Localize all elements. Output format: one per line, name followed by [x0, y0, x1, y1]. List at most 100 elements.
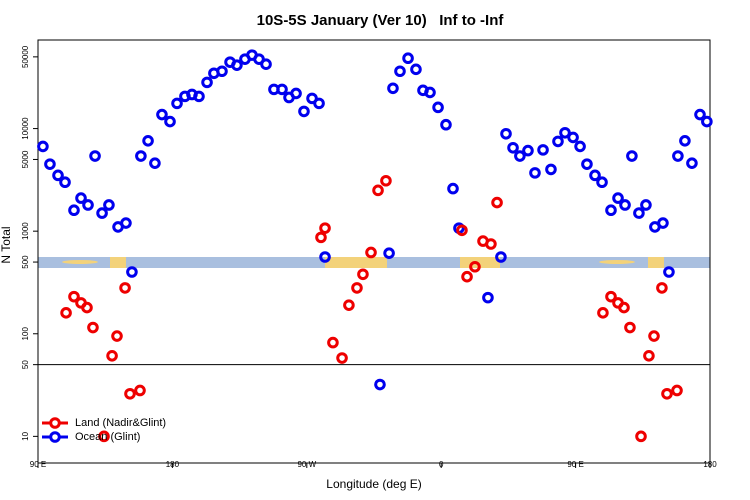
point — [701, 115, 713, 128]
point — [126, 266, 138, 278]
x-tick-label: 90 E — [567, 460, 583, 469]
legend-label: Land (Nadir&Glint) — [75, 417, 166, 429]
point — [529, 167, 541, 179]
point — [119, 282, 131, 294]
point — [171, 97, 183, 110]
point — [619, 199, 631, 211]
y-tick-label: 100 — [21, 327, 30, 341]
point — [276, 83, 288, 96]
point — [626, 150, 638, 162]
point — [633, 207, 645, 219]
point — [694, 108, 706, 121]
point — [605, 290, 617, 303]
point — [98, 430, 110, 443]
point — [134, 384, 146, 397]
point — [357, 268, 369, 281]
point — [605, 204, 617, 217]
point — [96, 207, 108, 219]
point — [552, 135, 564, 148]
point — [89, 150, 101, 162]
point — [581, 158, 593, 170]
point — [537, 144, 549, 156]
point — [424, 86, 436, 99]
point — [149, 157, 161, 169]
point — [59, 176, 71, 189]
point — [686, 157, 698, 169]
point — [574, 140, 586, 153]
legend-marker — [49, 417, 61, 429]
point — [672, 150, 684, 162]
point — [120, 217, 132, 229]
point — [60, 307, 72, 319]
x-tick-label: 90 E — [30, 460, 46, 469]
point — [37, 140, 49, 153]
point — [679, 135, 691, 147]
point — [201, 76, 213, 89]
point — [447, 182, 459, 195]
point — [643, 349, 655, 362]
point — [216, 65, 228, 78]
chart-title: 10S-5S January (Ver 10) Inf to -Inf — [257, 12, 505, 29]
y-tick-label: 1000 — [21, 222, 30, 240]
point — [522, 144, 534, 157]
point — [68, 204, 80, 217]
x-tick-label: 180 — [703, 460, 717, 469]
point — [68, 290, 80, 303]
point — [87, 321, 99, 334]
point — [52, 169, 64, 182]
point — [567, 131, 579, 144]
point — [640, 199, 652, 211]
point — [485, 238, 497, 250]
legend-marker — [49, 431, 61, 443]
point — [589, 169, 601, 182]
point — [612, 192, 624, 204]
y-axis-label: N Total — [0, 226, 13, 263]
point — [491, 196, 503, 209]
point — [372, 184, 384, 197]
point — [507, 141, 519, 154]
point — [313, 97, 325, 110]
point — [142, 135, 154, 147]
point — [596, 176, 608, 189]
point — [111, 330, 123, 342]
point — [500, 127, 512, 140]
point — [44, 158, 56, 170]
point — [319, 222, 331, 234]
point — [135, 150, 147, 162]
point — [164, 115, 176, 128]
point — [103, 199, 115, 211]
plot-frame — [37, 39, 711, 464]
point — [290, 87, 302, 100]
point — [461, 270, 473, 283]
point — [82, 199, 94, 211]
x-tick-label: 90 W — [297, 460, 316, 469]
point — [193, 90, 205, 103]
point — [624, 321, 636, 334]
point — [231, 59, 243, 71]
point — [260, 58, 272, 71]
point — [482, 291, 494, 304]
point — [387, 82, 399, 95]
y-tick-label: 5000 — [21, 150, 30, 168]
point — [374, 378, 386, 391]
x-axis-label: Longitude (deg E) — [326, 477, 421, 491]
point — [81, 301, 93, 314]
point — [336, 352, 348, 364]
point — [351, 282, 363, 294]
point — [327, 336, 339, 349]
y-tick-label: 50 — [21, 360, 30, 369]
point — [440, 118, 452, 131]
point — [106, 349, 118, 362]
point — [545, 163, 557, 176]
point — [456, 224, 468, 237]
y-tick-label: 10 — [21, 431, 30, 440]
point — [394, 65, 406, 78]
point — [648, 330, 660, 342]
map-strip — [38, 257, 710, 268]
point — [315, 231, 327, 244]
point — [597, 307, 609, 319]
point — [559, 126, 571, 139]
point — [656, 282, 668, 294]
point — [432, 101, 444, 114]
point — [671, 384, 683, 397]
